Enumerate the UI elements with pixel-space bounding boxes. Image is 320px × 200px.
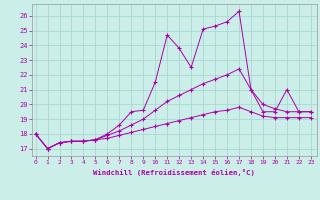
X-axis label: Windchill (Refroidissement éolien,°C): Windchill (Refroidissement éolien,°C)	[93, 169, 255, 176]
